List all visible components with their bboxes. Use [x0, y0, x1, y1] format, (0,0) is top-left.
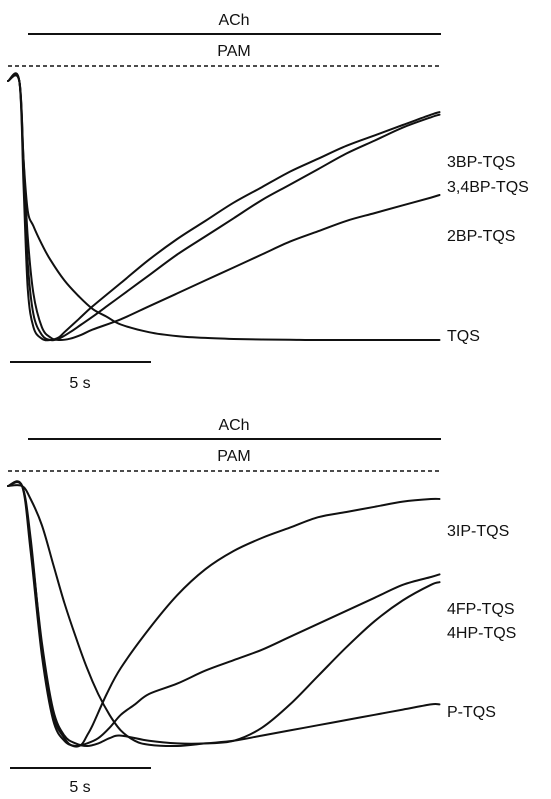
- trace-label-4hp-tqs: 4HP-TQS: [447, 625, 516, 642]
- traces-top: [7, 72, 441, 342]
- ach-label-bottom: ACh: [218, 417, 249, 434]
- trace-label-p-tqs: P-TQS: [447, 704, 496, 721]
- trace-2bp-tqs: [7, 74, 441, 342]
- traces-bottom: [7, 480, 441, 748]
- trace-tqs: [7, 74, 441, 341]
- trace-3ip-tqs: [7, 481, 441, 748]
- trace-4hp-tqs: [7, 480, 441, 747]
- trace-labels-top: 3BP-TQS 3,4BP-TQS 2BP-TQS TQS: [447, 154, 529, 345]
- trace-4fp-tqs: [7, 480, 441, 748]
- trace-label-tqs: TQS: [447, 328, 480, 345]
- trace-label-3bp-tqs: 3BP-TQS: [447, 154, 515, 171]
- trace-3-4bp-tqs: [7, 73, 441, 342]
- trace-label-4fp-tqs: 4FP-TQS: [447, 601, 515, 618]
- panel-top: ACh PAM 3BP-TQS 3,4BP-TQS 2BP-TQS TQS 5 s: [7, 12, 529, 392]
- trace-label-2bp-tqs: 2BP-TQS: [447, 228, 515, 245]
- scale-bar-label-bottom: 5 s: [69, 779, 90, 796]
- trace-3bp-tqs: [7, 72, 441, 342]
- panel-bottom: ACh PAM 3IP-TQS 4FP-TQS 4HP-TQS P-TQS 5 s: [7, 417, 516, 796]
- trace-label-3ip-tqs: 3IP-TQS: [447, 523, 509, 540]
- scale-bar-label-top: 5 s: [69, 375, 90, 392]
- trace-p-tqs: [7, 484, 441, 748]
- ach-label-top: ACh: [218, 12, 249, 29]
- trace-label-3-4bp-tqs: 3,4BP-TQS: [447, 179, 529, 196]
- trace-labels-bottom: 3IP-TQS 4FP-TQS 4HP-TQS P-TQS: [447, 523, 516, 721]
- pam-label-bottom: PAM: [217, 448, 250, 465]
- pam-label-top: PAM: [217, 43, 250, 60]
